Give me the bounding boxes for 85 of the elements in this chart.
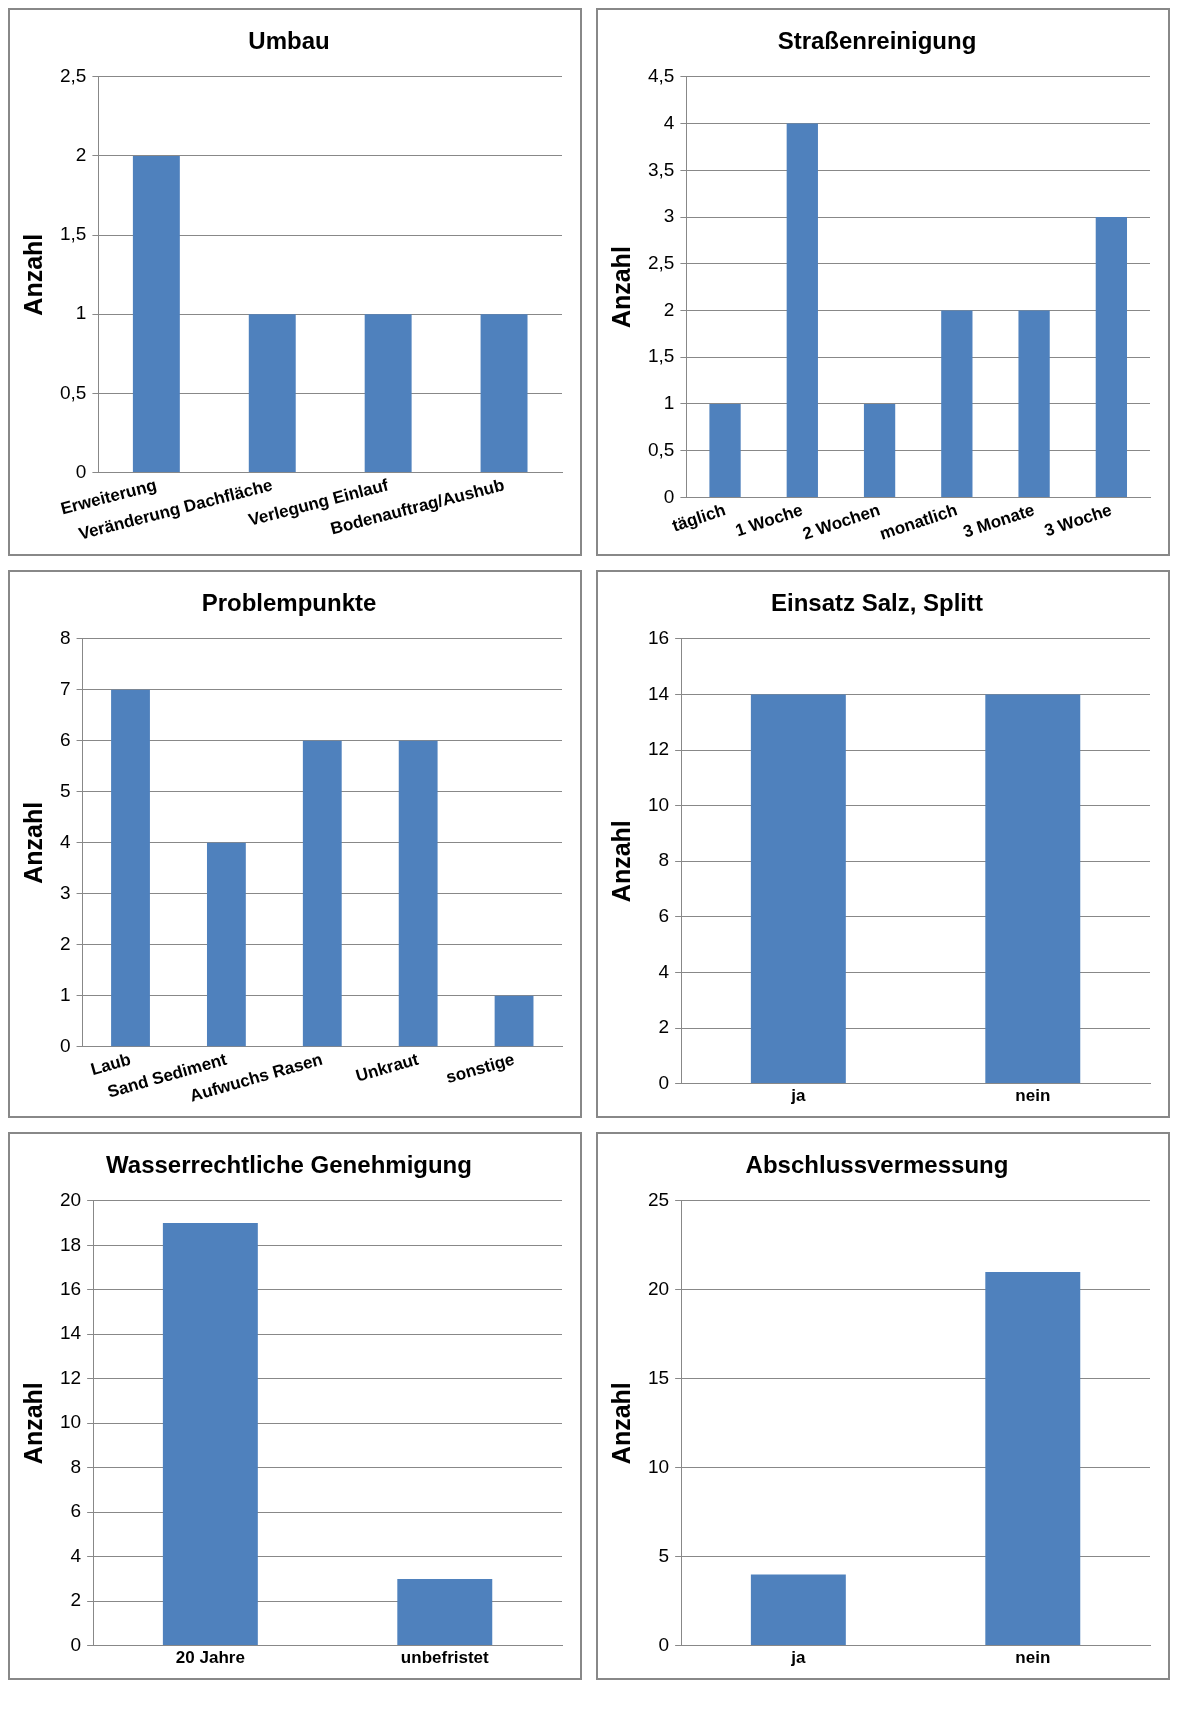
y-axis-title: Anzahl (606, 246, 635, 329)
y-tick-label: 1,5 (647, 345, 675, 367)
bar (1018, 310, 1050, 497)
x-tick-label: unbefristet (400, 1648, 490, 1668)
y-tick-label: 25 (647, 1189, 670, 1211)
y-tick-label: 2 (663, 298, 675, 320)
x-tick-label: ja (790, 1648, 806, 1668)
y-tick-label: 20 (59, 1189, 82, 1211)
y-tick-label: 7 (59, 678, 71, 700)
y-axis-title: Anzahl (18, 1382, 47, 1465)
chart-title: Wasserrechtliche Genehmigung (106, 1151, 472, 1179)
y-tick-label: 5 (59, 780, 71, 802)
y-axis-title: Anzahl (18, 801, 47, 884)
y-tick-label: 15 (647, 1366, 670, 1388)
y-tick-label: 0 (70, 1633, 82, 1655)
y-tick-label: 14 (59, 1322, 82, 1344)
y-tick-label: 0 (75, 460, 87, 482)
y-tick-label: 4 (59, 831, 71, 853)
chart-title: Einsatz Salz, Splitt (770, 589, 984, 617)
y-tick-label: 1 (663, 392, 675, 414)
y-tick-label: 12 (59, 1366, 82, 1388)
y-tick-label: 10 (647, 1455, 670, 1477)
y-tick-label: 1 (75, 302, 87, 324)
y-axis-title: Anzahl (606, 1382, 635, 1465)
x-tick-label: nein (1015, 1648, 1051, 1668)
y-tick-label: 4 (663, 111, 675, 133)
bar (111, 689, 150, 1047)
chart-title: Umbau (248, 27, 330, 55)
y-tick-label: 4,5 (647, 65, 675, 87)
y-tick-label: 1 (59, 984, 71, 1006)
y-tick-label: 3 (59, 882, 71, 904)
y-axis-title: Anzahl (606, 820, 635, 903)
x-tick-label: 3 Woche (1042, 500, 1115, 541)
y-tick-label: 6 (658, 905, 670, 927)
bar (786, 123, 818, 497)
y-tick-label: 2,5 (647, 252, 675, 273)
y-tick-label: 18 (59, 1233, 82, 1255)
y-tick-label: 6 (59, 729, 71, 751)
y-tick-label: 8 (59, 627, 71, 649)
y-tick-label: 2 (75, 144, 87, 166)
y-tick-label: 2 (70, 1589, 82, 1611)
y-tick-label: 4 (70, 1544, 82, 1566)
y-tick-label: 0,5 (59, 381, 87, 403)
y-tick-label: 0 (663, 485, 675, 507)
y-tick-label: 20 (647, 1277, 670, 1299)
x-tick-label: Laub (88, 1049, 133, 1080)
y-tick-label: 3,5 (647, 158, 675, 180)
y-tick-label: 4 (658, 960, 670, 982)
bar (494, 995, 534, 1047)
y-tick-label: 2 (658, 1016, 670, 1038)
y-axis-title: Anzahl (18, 233, 47, 316)
x-tick-label: sonstige (444, 1049, 517, 1088)
y-tick-label: 8 (70, 1455, 82, 1477)
bar (206, 842, 246, 1047)
y-tick-label: 5 (658, 1544, 670, 1566)
chart-title: Abschlussvermessung (745, 1151, 1009, 1179)
y-tick-label: 0 (59, 1035, 71, 1057)
y-tick-label: 0 (658, 1633, 670, 1655)
bar (398, 740, 438, 1047)
x-tick-label: 20 Jahre (175, 1648, 245, 1668)
y-tick-label: 0,5 (647, 438, 675, 460)
x-tick-label: ja (790, 1086, 806, 1106)
bar (709, 404, 741, 497)
y-tick-label: 16 (647, 627, 670, 649)
bar (302, 740, 342, 1047)
y-tick-label: 14 (647, 682, 670, 704)
x-tick-label: 3 Monate (960, 500, 1037, 542)
y-tick-label: 10 (647, 793, 670, 815)
y-tick-label: 2 (59, 933, 71, 955)
y-tick-label: 12 (647, 738, 670, 760)
x-tick-label: nein (1015, 1086, 1051, 1106)
x-tick-label: Unkraut (353, 1049, 421, 1086)
y-tick-label: 2,5 (59, 65, 87, 87)
y-tick-label: 3 (663, 205, 675, 227)
y-tick-label: 0 (658, 1071, 670, 1093)
y-tick-label: 1,5 (59, 223, 87, 245)
bar (863, 404, 896, 497)
bar (1095, 217, 1128, 497)
y-tick-label: 8 (658, 849, 670, 871)
y-tick-label: 16 (59, 1277, 82, 1299)
bar (941, 310, 973, 497)
y-tick-label: 10 (59, 1411, 82, 1433)
chart-title: Problempunkte (201, 589, 377, 617)
chart-title: Straßenreinigung (777, 27, 977, 55)
y-tick-label: 6 (70, 1500, 82, 1522)
